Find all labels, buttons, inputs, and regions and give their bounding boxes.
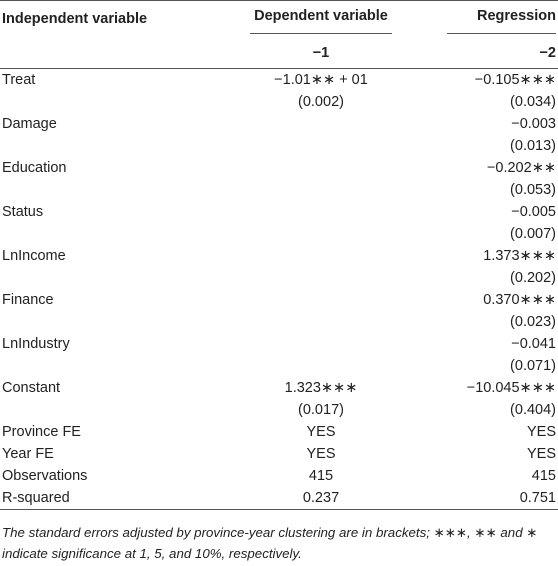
row-label: Education [2, 160, 67, 176]
se-cell: (0.034) [510, 94, 556, 110]
data-row: Finance 0.370∗∗∗ [0, 289, 558, 311]
row-label: Province FE [2, 424, 81, 440]
value-cell: −0.202∗∗ [486, 160, 556, 176]
data-row: Education −0.202∗∗ [0, 157, 558, 179]
value-cell [234, 333, 408, 355]
se-cell: (0.002) [298, 94, 344, 110]
data-row: Constant 1.323∗∗∗ −10.045∗∗∗ [0, 377, 558, 399]
se-cell [234, 355, 408, 377]
value-cell: YES [306, 446, 336, 462]
value-cell: 415 [308, 468, 334, 484]
value-cell [234, 201, 408, 223]
subheader-cell: −2 [408, 37, 558, 69]
value-cell: YES [526, 424, 556, 440]
value-cell: −0.005 [511, 204, 556, 220]
data-row: Damage −0.003 [0, 113, 558, 135]
se-row: (0.071) [0, 355, 558, 377]
value-cell: 1.373∗∗∗ [483, 248, 556, 264]
row-label [0, 355, 234, 377]
se-row: (0.007) [0, 223, 558, 245]
se-cell: (0.404) [510, 402, 556, 418]
header-cell: Dependent variable [234, 1, 408, 38]
row-label [0, 267, 234, 289]
value-cell: 1.323∗∗∗ [284, 380, 358, 396]
se-cell [234, 311, 408, 333]
row-label [0, 223, 234, 245]
value-cell: YES [306, 424, 336, 440]
header-cell: Regression [408, 1, 558, 38]
data-row: Status −0.005 [0, 201, 558, 223]
data-row: LnIncome 1.373∗∗∗ [0, 245, 558, 267]
value-cell [234, 245, 408, 267]
table-body: Independent variable Dependent variable … [0, 1, 558, 510]
se-cell: (0.053) [510, 182, 556, 198]
row-label [0, 399, 234, 421]
value-cell: 0.237 [234, 487, 408, 510]
se-cell: (0.017) [298, 402, 344, 418]
row-label: R-squared [0, 487, 234, 510]
row-label: Status [2, 204, 44, 220]
data-row: Treat −1.01∗∗ + 01 −0.105∗∗∗ [0, 69, 558, 92]
row-label [0, 135, 234, 157]
se-cell [234, 223, 408, 245]
se-cell: (0.023) [510, 314, 556, 330]
se-cell: (0.202) [510, 270, 556, 286]
row-label [0, 179, 234, 201]
value-cell: YES [526, 446, 556, 462]
row-label [0, 311, 234, 333]
regression-table: Independent variable Dependent variable … [0, 0, 558, 510]
data-row: R-squared 0.237 0.751 [0, 487, 558, 510]
data-row: Year FE YES YES [0, 443, 558, 465]
se-cell [234, 179, 408, 201]
header-cell: Independent variable [2, 11, 148, 27]
se-row: (0.017) (0.404) [0, 399, 558, 421]
header-row: Independent variable Dependent variable … [0, 1, 558, 38]
header-text: Dependent variable [250, 5, 392, 34]
row-label: Constant [2, 380, 61, 396]
value-cell: −0.041 [511, 336, 556, 352]
value-cell: −0.003 [511, 116, 556, 132]
se-cell: (0.007) [510, 226, 556, 242]
subheader-cell [0, 37, 234, 69]
value-cell: −1.01∗∗ + 01 [274, 72, 368, 88]
value-cell: 415 [531, 468, 556, 484]
subheader-cell: −1 [234, 37, 408, 69]
se-cell: (0.013) [510, 138, 556, 154]
data-row: LnIndustry −0.041 [0, 333, 558, 355]
value-cell: 0.370∗∗∗ [483, 292, 556, 308]
row-label: Finance [2, 292, 54, 308]
row-label: LnIndustry [2, 336, 70, 352]
value-cell: 0.751 [408, 487, 558, 510]
value-cell [234, 157, 408, 179]
header-text: Regression [447, 5, 556, 34]
data-row: Province FE YES YES [0, 421, 558, 443]
row-label: Observations [2, 468, 88, 484]
se-row: (0.202) [0, 267, 558, 289]
se-row: (0.023) [0, 311, 558, 333]
row-label: Year FE [2, 446, 54, 462]
value-cell: −10.045∗∗∗ [466, 380, 556, 396]
value-cell [234, 113, 408, 135]
se-row: (0.053) [0, 179, 558, 201]
se-cell [234, 267, 408, 289]
subheader-row: −1 −2 [0, 37, 558, 69]
value-cell [234, 289, 408, 311]
se-cell: (0.071) [510, 358, 556, 374]
se-row: (0.013) [0, 135, 558, 157]
footnote: The standard errors adjusted by province… [2, 525, 538, 561]
data-row: Observations 415 415 [0, 465, 558, 487]
se-cell [234, 135, 408, 157]
row-label: Damage [2, 116, 57, 132]
row-label: Treat [2, 72, 36, 88]
row-label: LnIncome [2, 248, 66, 264]
value-cell: −0.105∗∗∗ [474, 72, 556, 88]
se-row: (0.002) (0.034) [0, 91, 558, 113]
row-label [0, 91, 234, 113]
